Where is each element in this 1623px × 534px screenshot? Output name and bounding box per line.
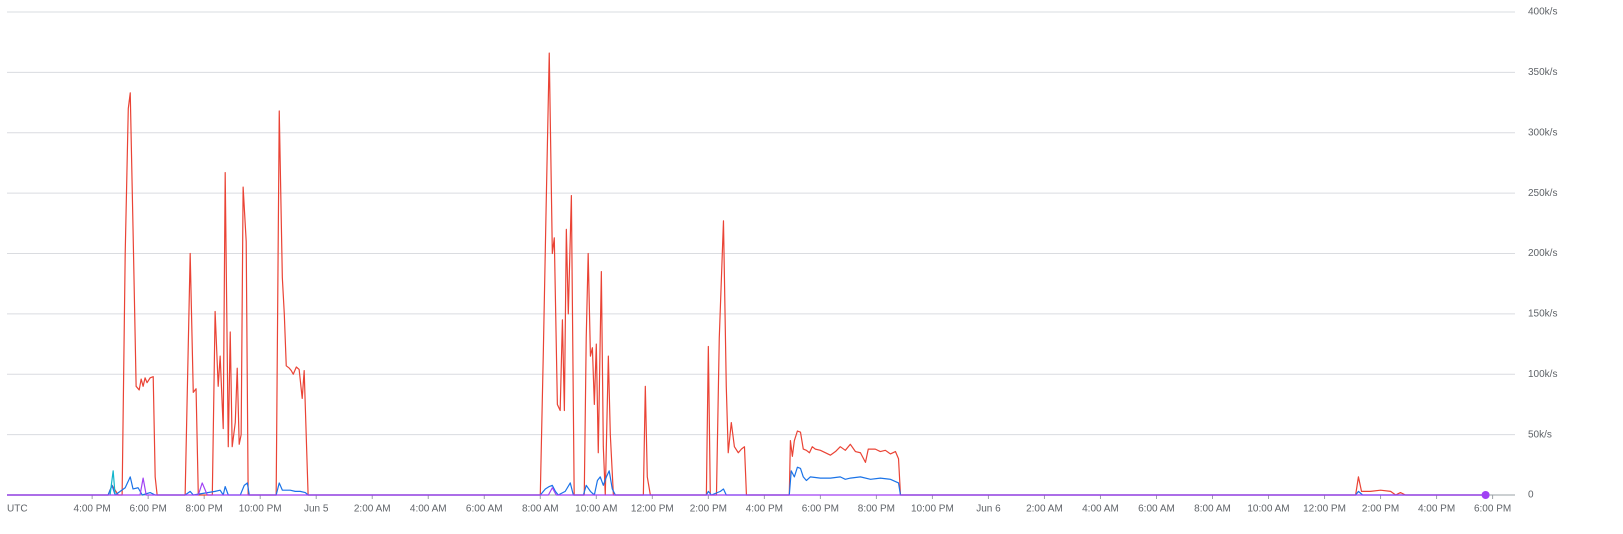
- y-tick-label: 300k/s: [1528, 127, 1557, 138]
- x-tick-label: 6:00 PM: [130, 504, 167, 515]
- x-tick-label: Jun 5: [304, 504, 329, 515]
- x-tick-label: 4:00 AM: [1082, 504, 1119, 515]
- x-tick-label: 2:00 AM: [354, 504, 391, 515]
- y-tick-label: 350k/s: [1528, 67, 1557, 78]
- series-line: [7, 52, 1486, 496]
- x-tick-label: 8:00 PM: [186, 504, 223, 515]
- y-tick-label: 0: [1528, 490, 1534, 501]
- x-tick-label: 10:00 AM: [1247, 504, 1289, 515]
- timezone-label: UTC: [7, 504, 28, 515]
- series-end-marker: [1481, 491, 1490, 499]
- x-tick-label: 2:00 PM: [690, 504, 727, 515]
- x-tick-label: 6:00 PM: [802, 504, 839, 515]
- series-line: [109, 470, 116, 496]
- x-tick-label: 8:00 PM: [858, 504, 895, 515]
- y-tick-label: 400k/s: [1528, 7, 1557, 18]
- y-tick-label: 100k/s: [1528, 369, 1557, 380]
- x-tick-label: 8:00 AM: [522, 504, 559, 515]
- x-tick-label: 10:00 PM: [911, 504, 954, 515]
- x-tick-label: 2:00 PM: [1362, 504, 1399, 515]
- x-tick-label: 2:00 AM: [1026, 504, 1063, 515]
- x-tick-label: 8:00 AM: [1194, 504, 1231, 515]
- x-tick-label: 4:00 PM: [1418, 504, 1455, 515]
- x-tick-label: 4:00 PM: [74, 504, 111, 515]
- x-tick-label: 6:00 AM: [466, 504, 503, 515]
- y-tick-label: 250k/s: [1528, 188, 1557, 199]
- y-tick-label: 200k/s: [1528, 248, 1557, 259]
- x-tick-label: 10:00 AM: [575, 504, 617, 515]
- x-tick-label: Jun 6: [976, 504, 1001, 515]
- series-line: [7, 477, 1486, 496]
- x-tick-label: 6:00 AM: [1138, 504, 1175, 515]
- x-tick-label: 6:00 PM: [1474, 504, 1511, 515]
- x-tick-label: 10:00 PM: [239, 504, 282, 515]
- x-tick-label: 12:00 PM: [1303, 504, 1346, 515]
- x-tick-label: 4:00 AM: [410, 504, 447, 515]
- y-tick-label: 50k/s: [1528, 429, 1552, 440]
- x-tick-label: 12:00 PM: [631, 504, 674, 515]
- y-tick-label: 150k/s: [1528, 309, 1557, 320]
- x-tick-label: 4:00 PM: [746, 504, 783, 515]
